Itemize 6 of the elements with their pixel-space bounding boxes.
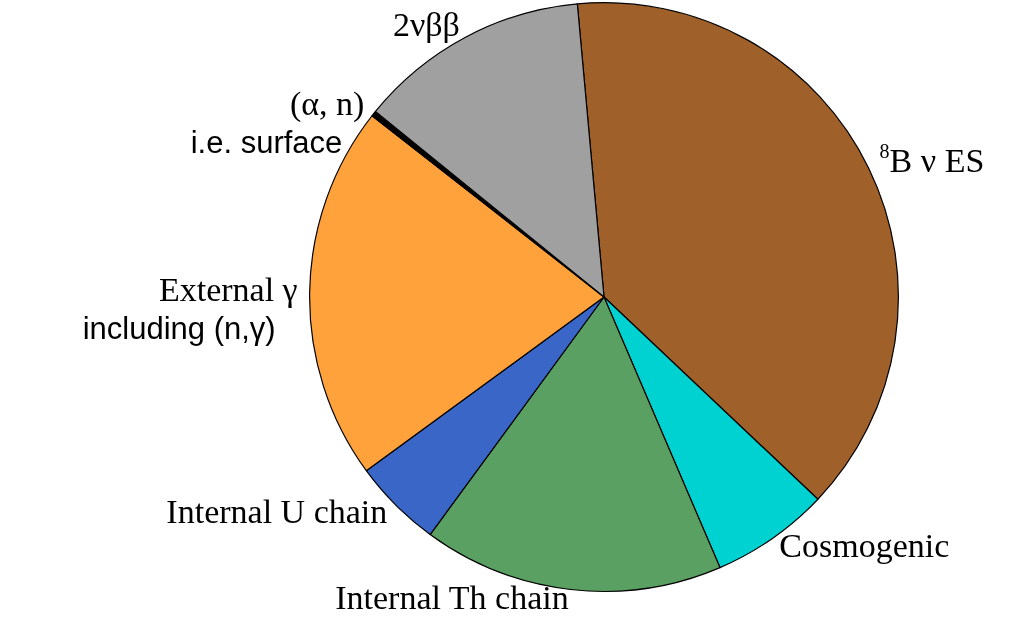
slice-label: Internal Th chain [335, 578, 569, 616]
slice-label: (α, n) i.e. surface [190, 85, 365, 160]
slice-label: Cosmogenic [779, 527, 950, 565]
slice-label: 2νββ [392, 5, 460, 43]
slice-label: Internal U chain [166, 492, 388, 530]
slice-label: External γ including (n,γ) [82, 271, 298, 346]
